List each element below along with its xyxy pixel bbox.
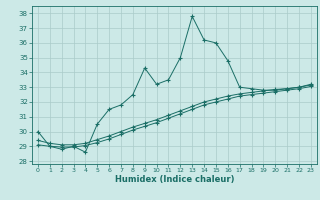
X-axis label: Humidex (Indice chaleur): Humidex (Indice chaleur)	[115, 175, 234, 184]
